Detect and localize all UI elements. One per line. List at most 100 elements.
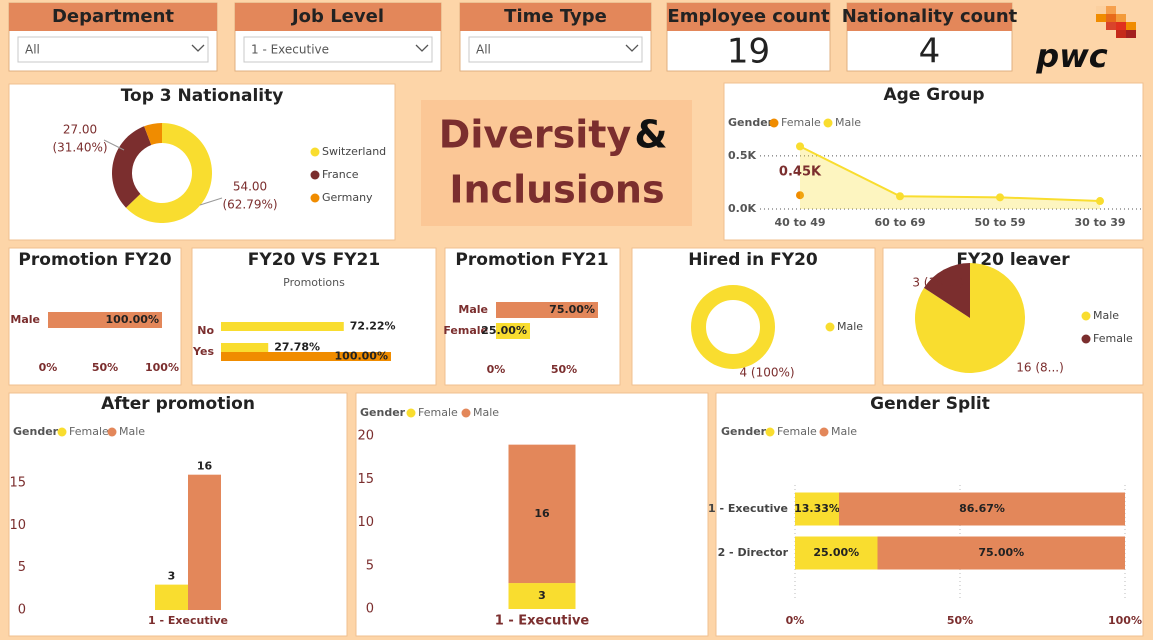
card-title: Nationality count bbox=[842, 6, 1018, 27]
y-tick-label: 0.5K bbox=[728, 149, 756, 162]
banner-ampersand: & bbox=[634, 113, 667, 157]
data-label: 100.00% bbox=[335, 350, 388, 363]
data-label: 16 (8...) bbox=[1016, 361, 1064, 375]
chart-title: Age Group bbox=[883, 85, 984, 105]
pie-slice bbox=[923, 263, 970, 318]
legend-swatch bbox=[461, 408, 471, 418]
data-label: 25.00% bbox=[481, 324, 527, 337]
bar bbox=[221, 343, 269, 352]
logo-block bbox=[1096, 14, 1106, 22]
leader-line bbox=[103, 139, 125, 151]
chevron bbox=[625, 44, 639, 52]
x-tick-label: 50 to 59 bbox=[974, 216, 1025, 229]
legend-label: Male bbox=[837, 320, 863, 333]
point bbox=[796, 142, 804, 151]
data-label: 4 (100%) bbox=[739, 366, 794, 380]
legend-label: Male bbox=[473, 406, 499, 419]
legend-label: Female bbox=[781, 116, 821, 129]
x-tick-label: 100% bbox=[145, 361, 179, 374]
logo-block bbox=[1126, 30, 1136, 38]
legend-label: Male bbox=[835, 116, 861, 129]
x-tick-label: 1 - Executive bbox=[148, 614, 228, 627]
chart-title: Top 3 Nationality bbox=[121, 86, 284, 106]
banner-line: Diversity bbox=[439, 113, 632, 157]
x-tick-label: 50% bbox=[947, 614, 973, 627]
legend-swatch bbox=[819, 427, 829, 437]
legend-title: Gender bbox=[721, 425, 767, 438]
bar bbox=[496, 323, 530, 339]
legend-label: Male bbox=[831, 425, 857, 438]
y-tick-label: No bbox=[197, 324, 214, 337]
card-header bbox=[847, 3, 1012, 31]
slicer-header bbox=[460, 3, 651, 31]
bar bbox=[496, 302, 598, 318]
legend-swatch bbox=[310, 147, 320, 157]
logo-block bbox=[1106, 14, 1116, 22]
card-value: 4 bbox=[919, 32, 941, 72]
area bbox=[800, 146, 1100, 209]
pie-slice bbox=[915, 263, 1025, 373]
logo-block bbox=[1116, 22, 1126, 30]
data-label: 25.00% bbox=[813, 546, 859, 559]
logo-block bbox=[1106, 22, 1116, 30]
y-tick-label: Yes bbox=[192, 345, 214, 358]
x-tick-label: 60 to 69 bbox=[874, 216, 925, 229]
x-tick-label: 40 to 49 bbox=[774, 216, 825, 229]
legend-swatch bbox=[406, 408, 416, 418]
logo-block bbox=[1096, 6, 1106, 14]
panel bbox=[191, 247, 437, 386]
legend-label: Female bbox=[69, 425, 109, 438]
card-header bbox=[667, 3, 830, 31]
dropdown-value: 1 - Executive bbox=[251, 43, 329, 57]
dropdown[interactable] bbox=[243, 36, 433, 63]
dropdown[interactable] bbox=[17, 36, 209, 63]
point bbox=[896, 192, 904, 201]
legend-label: Female bbox=[777, 425, 817, 438]
chart-title: Promotion FY20 bbox=[18, 250, 171, 270]
card-title: Employee count bbox=[667, 6, 830, 27]
banner bbox=[421, 100, 692, 226]
y-tick-label: 15 bbox=[9, 476, 26, 491]
data-label: 54.00 bbox=[233, 180, 267, 194]
slicer-title: Time Type bbox=[504, 6, 607, 27]
donut-slice bbox=[144, 123, 162, 145]
chevron bbox=[415, 44, 429, 52]
dropdown-value: All bbox=[476, 43, 491, 57]
chart-title: Gender Split bbox=[870, 394, 990, 414]
bar bbox=[155, 584, 188, 610]
y-tick-label: Female bbox=[443, 324, 488, 337]
logo-block bbox=[1116, 14, 1126, 22]
y-tick-label: 5 bbox=[18, 560, 26, 575]
y-tick-label: 15 bbox=[357, 472, 374, 487]
x-tick-label: 100% bbox=[1108, 614, 1142, 627]
data-label: (62.79%) bbox=[222, 198, 277, 212]
y-tick-label: 10 bbox=[9, 518, 26, 533]
legend-label: Male bbox=[119, 425, 145, 438]
data-label: 72.22% bbox=[350, 320, 396, 333]
y-tick-label: 20 bbox=[357, 429, 374, 444]
y-tick-label: 10 bbox=[357, 515, 374, 530]
y-tick-label: 2 - Director bbox=[718, 546, 789, 559]
legend-label: Germany bbox=[322, 191, 373, 204]
data-label: 27.00 bbox=[63, 123, 97, 137]
legend-title: Gender bbox=[728, 116, 774, 129]
chart-title: FY20 leaver bbox=[956, 250, 1070, 270]
logo-block bbox=[1116, 30, 1126, 38]
bar bbox=[48, 312, 162, 328]
leader-line bbox=[199, 197, 223, 206]
x-tick-label: 30 to 39 bbox=[1074, 216, 1125, 229]
legend-swatch bbox=[107, 427, 117, 437]
legend-swatch bbox=[769, 118, 779, 128]
legend-swatch bbox=[57, 427, 67, 437]
legend-swatch bbox=[823, 118, 833, 128]
bar bbox=[188, 474, 221, 610]
y-tick-label: 0 bbox=[18, 603, 26, 618]
legend-label: France bbox=[322, 168, 359, 181]
y-tick-label: Male bbox=[458, 303, 488, 316]
dropdown[interactable] bbox=[468, 36, 643, 63]
donut-ring bbox=[691, 285, 775, 369]
logo: pwc bbox=[1035, 37, 1107, 75]
legend-swatch bbox=[1081, 311, 1091, 321]
bar bbox=[877, 536, 1125, 570]
